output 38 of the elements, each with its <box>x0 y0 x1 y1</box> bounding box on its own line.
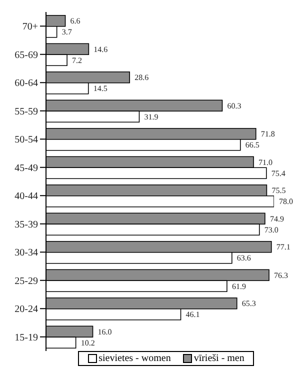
data-label: 6.6 <box>70 16 80 26</box>
data-label: 14.6 <box>94 44 108 54</box>
y-tick-label: 55-59 <box>14 106 38 118</box>
y-tick-label: 65-69 <box>14 50 38 61</box>
data-label: 28.6 <box>134 73 149 82</box>
legend-label: vīrieši - men <box>192 353 244 364</box>
data-label: 75.4 <box>271 168 286 178</box>
y-tick-label: 40-44 <box>14 191 38 202</box>
data-label: 31.9 <box>144 112 158 122</box>
y-tick-label: 70+ <box>22 22 38 33</box>
data-label: 61.9 <box>232 282 246 291</box>
y-tick-label: 15-19 <box>14 332 38 344</box>
data-label: 46.1 <box>186 310 200 320</box>
data-label: 74.9 <box>270 214 284 224</box>
data-label: 75.5 <box>272 186 286 196</box>
y-tick-label: 25-29 <box>14 276 38 287</box>
data-label: 65.3 <box>242 299 256 308</box>
data-label: 78.0 <box>279 197 293 206</box>
y-tick-label: 30-34 <box>14 248 38 259</box>
data-label: 63.6 <box>236 254 251 263</box>
data-label: 73.0 <box>264 225 278 234</box>
y-tick-label: 60-64 <box>14 78 38 90</box>
data-label: 71.0 <box>258 158 273 167</box>
y-tick-label: 35-39 <box>14 219 38 230</box>
data-label: 14.5 <box>93 84 108 94</box>
data-label: 77.1 <box>276 242 290 252</box>
data-label: 16.0 <box>98 327 112 336</box>
data-label: 76.3 <box>274 270 288 280</box>
data-label: 60.3 <box>227 101 242 110</box>
y-tick-label: 20-24 <box>14 304 38 316</box>
data-label: 10.2 <box>80 338 95 348</box>
y-tick-label: 50-54 <box>14 134 38 146</box>
data-label: 66.5 <box>245 140 260 150</box>
data-label: 3.7 <box>62 28 72 37</box>
data-label: 71.8 <box>260 130 275 139</box>
legend-label: sievietes - women <box>98 353 171 364</box>
y-tick-label: 45-49 <box>14 162 38 174</box>
data-label: 7.2 <box>72 56 82 65</box>
